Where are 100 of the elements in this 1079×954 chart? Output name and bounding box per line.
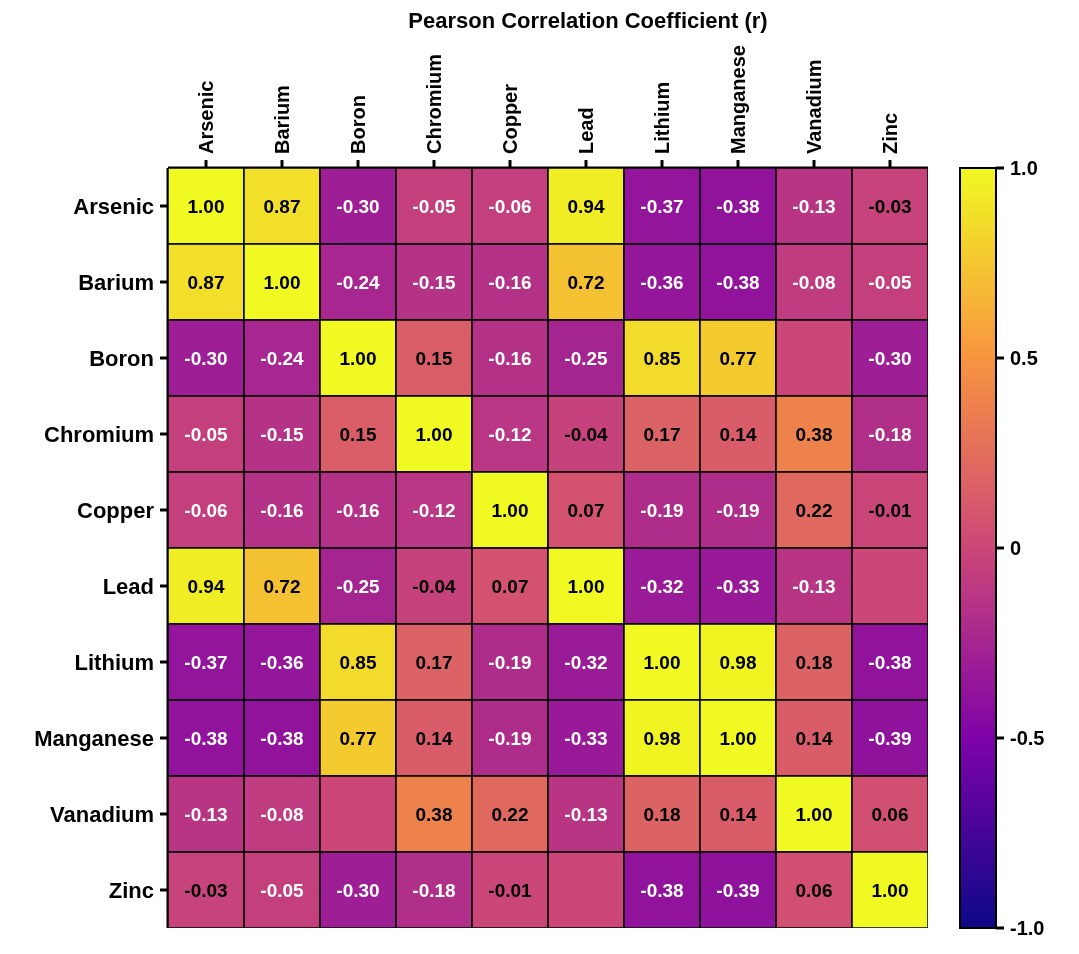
data-label: 0.07 [567,499,605,521]
color-bar-label: 1.0 [1010,157,1038,179]
x-tick-label: Arsenic [195,80,217,154]
data-label: -0.01 [488,879,533,901]
data-label: -0.36 [640,271,684,293]
data-label: 0.87 [187,271,225,293]
y-tick-label: Arsenic [73,193,154,219]
y-tick-label: Boron [89,345,154,371]
data-label: -0.33 [716,575,760,597]
y-tick-label: Zinc [108,877,154,903]
x-tick-label: Lead [575,107,597,154]
data-label: -0.36 [260,651,304,673]
chart-title: Pearson Correlation Coefficient (r) [407,8,769,35]
data-label: -0.33 [564,727,608,749]
y-tick-label: Copper [77,497,155,523]
y-tick-label: Lead [102,573,154,599]
data-label: -0.25 [564,347,609,369]
color-bar-label: 0 [1010,537,1022,559]
data-label: 1.00 [719,727,757,749]
data-label: -0.39 [868,727,912,749]
data-label: -0.19 [640,499,684,521]
data-label: 0.06 [871,803,909,825]
data-label: -0.06 [488,195,532,217]
data-label: -0.13 [792,575,836,597]
data-label: 0.15 [415,347,453,369]
data-label: -0.24 [336,271,381,293]
data-label: 0.18 [795,651,833,673]
color-bar-label: -1.0 [1010,917,1045,939]
data-label: 0.72 [263,575,301,597]
data-label: -0.30 [336,195,380,217]
data-label: 1.00 [795,803,833,825]
data-label: -0.16 [488,347,532,369]
data-label: 0.72 [567,271,605,293]
x-tick-label: Zinc [879,112,901,154]
data-label: -0.05 [868,271,913,293]
data-label: -0.39 [716,879,760,901]
data-label: -0.16 [488,271,532,293]
data-label: -0.16 [260,499,304,521]
data-label: -0.03 [868,195,912,217]
color-bar-label: 0.5 [1010,347,1038,369]
data-label: -0.38 [868,651,912,673]
y-tick-label: Manganese [34,725,154,751]
x-tick-label: Manganese [727,45,749,154]
data-label: -0.04 [412,575,457,597]
x-tick-label: Boron [347,95,369,154]
data-label: 0.17 [643,423,681,445]
data-label: -0.18 [868,423,912,445]
data-label: 0.22 [795,499,833,521]
data-label: 1.00 [643,651,681,673]
y-tick-label: Barium [78,269,154,295]
data-label: -0.18 [412,879,456,901]
data-label: 1.00 [491,499,529,521]
data-label: -0.30 [336,879,380,901]
x-tick-label: Chromium [423,54,445,154]
data-label: -0.37 [184,651,228,673]
data-label: -0.15 [260,423,305,445]
data-label: 0.94 [567,195,605,217]
data-label: 1.00 [871,879,909,901]
color-bar-label: -0.5 [1010,727,1045,749]
data-label: -0.03 [184,879,228,901]
data-label: -0.19 [488,727,532,749]
data-label: 0.17 [415,651,453,673]
data-label: -0.05 [184,423,229,445]
data-label: 0.77 [719,347,757,369]
data-label: 0.14 [415,727,453,749]
data-label: 0.06 [795,879,833,901]
data-label: -0.16 [336,499,380,521]
data-label: -0.38 [640,879,684,901]
data-label: 0.38 [415,803,453,825]
data-label: 1.00 [187,195,225,217]
data-label: -0.12 [412,499,456,521]
data-label: 0.77 [339,727,377,749]
data-label: 0.85 [643,347,681,369]
data-label: 0.22 [491,803,529,825]
data-label: -0.05 [260,879,305,901]
data-label: 0.07 [491,575,529,597]
data-label: 0.87 [263,195,301,217]
data-label: 0.38 [795,423,833,445]
data-label: -0.13 [184,803,228,825]
data-label: -0.30 [184,347,228,369]
data-label: -0.37 [640,195,684,217]
y-tick-label: Chromium [44,421,154,447]
data-label: -0.30 [868,347,912,369]
data-label: 1.00 [567,575,605,597]
data-label: -0.05 [412,195,457,217]
data-label: -0.24 [260,347,305,369]
data-label: -0.32 [564,651,608,673]
data-label: 1.00 [339,347,377,369]
data-label: -0.38 [716,271,760,293]
y-tick-label: Lithium [74,649,154,675]
x-tick-label: Vanadium [803,59,825,154]
data-label: 0.98 [643,727,681,749]
x-tick-label: Copper [499,83,521,154]
data-label: -0.13 [564,803,608,825]
data-label: 0.15 [339,423,377,445]
data-label: 1.00 [263,271,301,293]
data-label: 0.14 [719,423,757,445]
data-label: 0.14 [795,727,833,749]
data-label: -0.13 [792,195,836,217]
x-tick-label: Lithium [651,81,673,154]
